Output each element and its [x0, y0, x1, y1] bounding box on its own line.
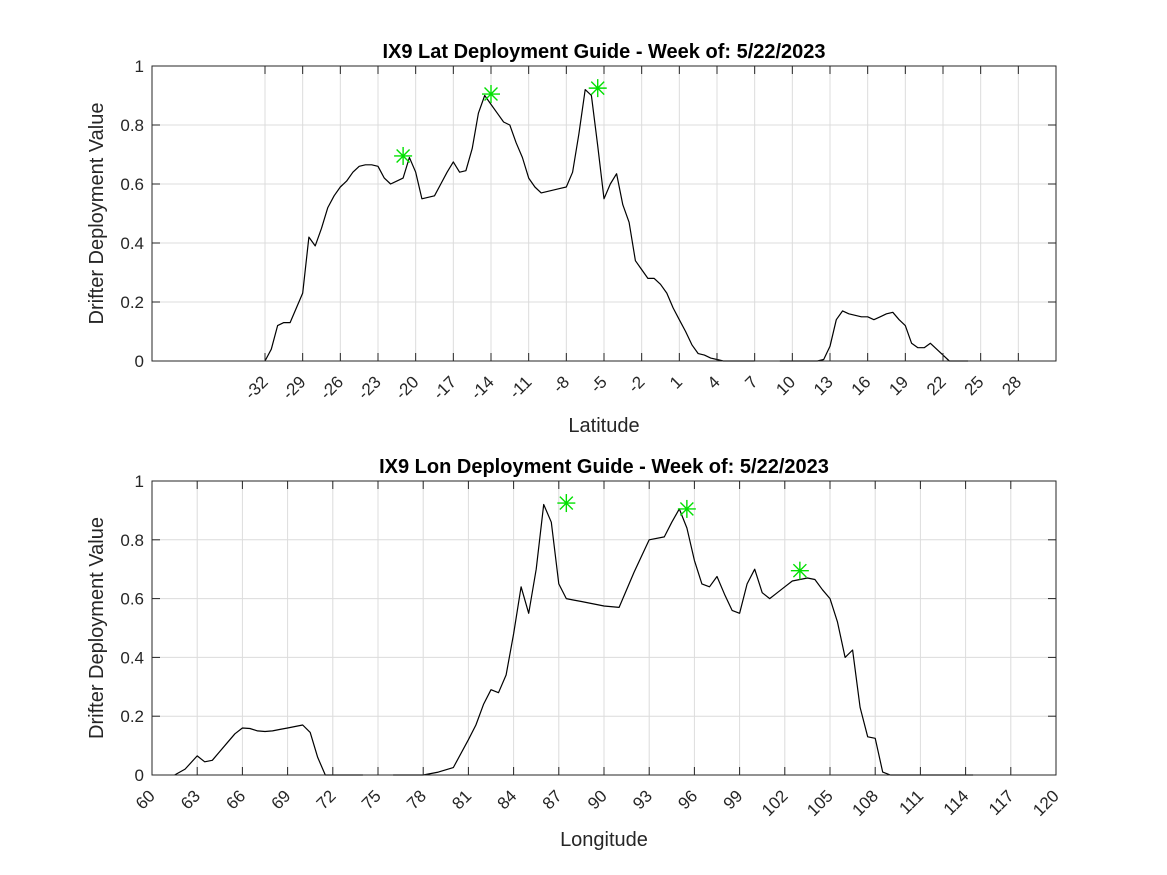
peak-marker: [588, 79, 607, 98]
x-tick-label: 117: [985, 786, 1018, 819]
x-tick-label: 81: [448, 786, 475, 813]
peak-marker: [482, 85, 500, 104]
x-tick-label: 87: [539, 786, 566, 813]
y-axis-label: Drifter Deployment Value: [86, 103, 108, 325]
peak-marker: [790, 561, 809, 580]
y-tick-label: 0.2: [120, 707, 144, 726]
x-tick-label: 1: [666, 372, 686, 392]
x-tick-label: 10: [772, 372, 799, 399]
x-tick-label: 66: [222, 786, 249, 813]
peak-marker: [557, 494, 576, 513]
x-tick-label: -32: [241, 372, 272, 403]
x-tick-label: 114: [940, 786, 973, 819]
x-tick-label: 120: [1029, 786, 1062, 819]
series-line: [779, 310, 969, 362]
y-tick-label: 0.4: [120, 648, 144, 667]
x-tick-label: -29: [279, 372, 310, 403]
y-tick-label: 0.6: [120, 175, 144, 194]
x-tick-label: -26: [316, 372, 347, 403]
x-tick-label: 63: [177, 786, 204, 813]
y-axis-label: Drifter Deployment Value: [86, 517, 108, 739]
peak-marker: [677, 499, 696, 518]
x-tick-label: 105: [803, 786, 836, 819]
x-tick-label: 69: [268, 786, 295, 813]
x-tick-label: 108: [849, 786, 882, 819]
x-tick-label: 16: [848, 372, 875, 399]
x-tick-label: 90: [584, 786, 611, 813]
y-tick-label: 0.4: [120, 234, 144, 253]
x-tick-label: -23: [354, 372, 385, 403]
x-tick-label: 4: [704, 372, 724, 392]
x-tick-label: 111: [896, 786, 928, 818]
series-line: [393, 503, 974, 776]
x-tick-label: 78: [403, 786, 430, 813]
x-axis-label: Longitude: [560, 829, 648, 851]
x-tick-label: -14: [467, 372, 498, 403]
x-tick-label: 75: [358, 786, 385, 813]
chart-title: IX9 Lat Deployment Guide - Week of: 5/22…: [382, 41, 825, 63]
x-tick-label: -20: [392, 372, 423, 403]
x-tick-label: -11: [506, 372, 536, 402]
x-tick-label: 13: [810, 372, 837, 399]
peak-marker-stroke: [396, 149, 411, 163]
y-tick-label: 0.8: [120, 116, 144, 135]
y-tick-label: 0: [135, 352, 144, 371]
y-tick-label: 0.8: [120, 531, 144, 550]
x-tick-label: -17: [429, 372, 460, 403]
grid: [151, 480, 1057, 776]
x-tick-label: 96: [674, 786, 701, 813]
peak-marker-stroke: [484, 87, 498, 101]
x-tick-label: 84: [494, 786, 521, 813]
x-axis-label: Latitude: [568, 415, 639, 437]
x-tick-label: 22: [923, 372, 950, 399]
x-tick-label: 7: [741, 372, 761, 392]
lat-deployment-chart: -32 -29 -26 -23 -20 -17 -14 -11 -8 -5 -2 1 4 7 10 13 16 1…: [86, 41, 1057, 437]
peak-marker-stroke: [679, 501, 694, 516]
peak-marker-stroke: [792, 563, 807, 578]
peak-marker: [394, 146, 413, 165]
y-tick-label: 1: [135, 472, 144, 491]
series-line: [264, 88, 755, 362]
x-tick-label: 102: [758, 786, 791, 819]
y-tick-label: 0.6: [120, 590, 144, 609]
x-tick-label: -5: [587, 372, 611, 396]
x-tick-label: 99: [720, 786, 747, 813]
peak-marker-stroke: [559, 496, 574, 511]
x-tick-label: -2: [624, 372, 648, 396]
y-tick-label: 1: [135, 57, 144, 76]
y-tick-label: 0.2: [120, 293, 144, 312]
lon-deployment-chart: 60 63 66 69 72 75 78 81 84 87 90 93 96 99 102 105 108 111…: [86, 456, 1063, 851]
y-tick-label: 0: [135, 766, 144, 785]
x-tick-label: 60: [132, 786, 159, 813]
x-tick-label: -8: [549, 372, 573, 396]
x-tick-label: 19: [885, 372, 912, 399]
x-tick-label: 25: [961, 372, 988, 399]
x-tick-label: 93: [629, 786, 656, 813]
x-tick-label: 28: [998, 372, 1025, 399]
x-tick-label: 72: [313, 786, 340, 813]
chart-title: IX9 Lon Deployment Guide - Week of: 5/22…: [379, 456, 829, 478]
peak-marker-stroke: [590, 81, 605, 96]
